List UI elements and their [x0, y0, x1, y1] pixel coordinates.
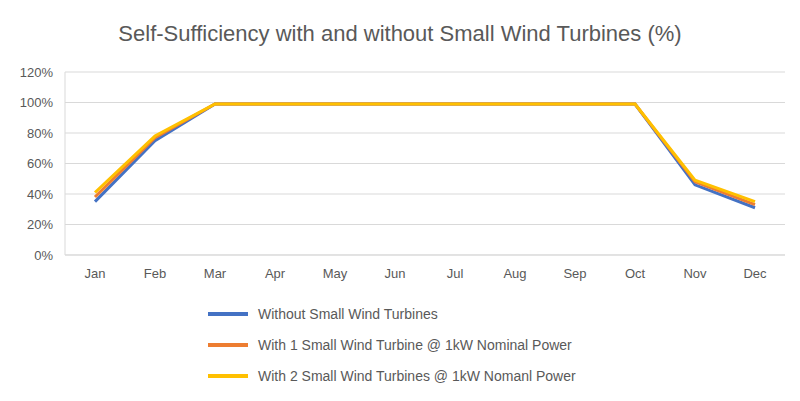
html-text:With 1 Small Wind Turbine @ 1k: With 1 Small Wind Turbine @ 1kW Nominal …	[258, 336, 572, 353]
svg-text:Apr: Apr	[265, 266, 286, 281]
svg-text:Oct: Oct	[625, 266, 646, 281]
svg-text:120%: 120%	[20, 65, 54, 80]
svg-text:Aug: Aug	[503, 266, 526, 281]
svg-text:100%: 100%	[20, 95, 54, 110]
svg-text:0%: 0%	[34, 248, 53, 263]
html-text:Self-Sufficiency with and with: Self-Sufficiency with and without Small …	[118, 21, 682, 46]
svg-text:Mar: Mar	[204, 266, 227, 281]
svg-text:Nov: Nov	[683, 266, 707, 281]
svg-text:40%: 40%	[27, 187, 53, 202]
svg-text:Feb: Feb	[144, 266, 166, 281]
svg-text:20%: 20%	[27, 217, 53, 232]
svg-text:Dec: Dec	[743, 266, 767, 281]
html-text:With 2 Small Wind Turbines @ 1: With 2 Small Wind Turbines @ 1kW Nomanl …	[258, 367, 576, 384]
svg-text:60%: 60%	[27, 156, 53, 171]
svg-text:Jan: Jan	[85, 266, 106, 281]
svg-text:Jul: Jul	[447, 266, 464, 281]
svg-text:May: May	[323, 266, 348, 281]
svg-text:Sep: Sep	[563, 266, 586, 281]
svg-text:80%: 80%	[27, 126, 53, 141]
html-text:Without Small Wind Turbines: Without Small Wind Turbines	[258, 305, 438, 322]
svg-text:Jun: Jun	[385, 266, 406, 281]
